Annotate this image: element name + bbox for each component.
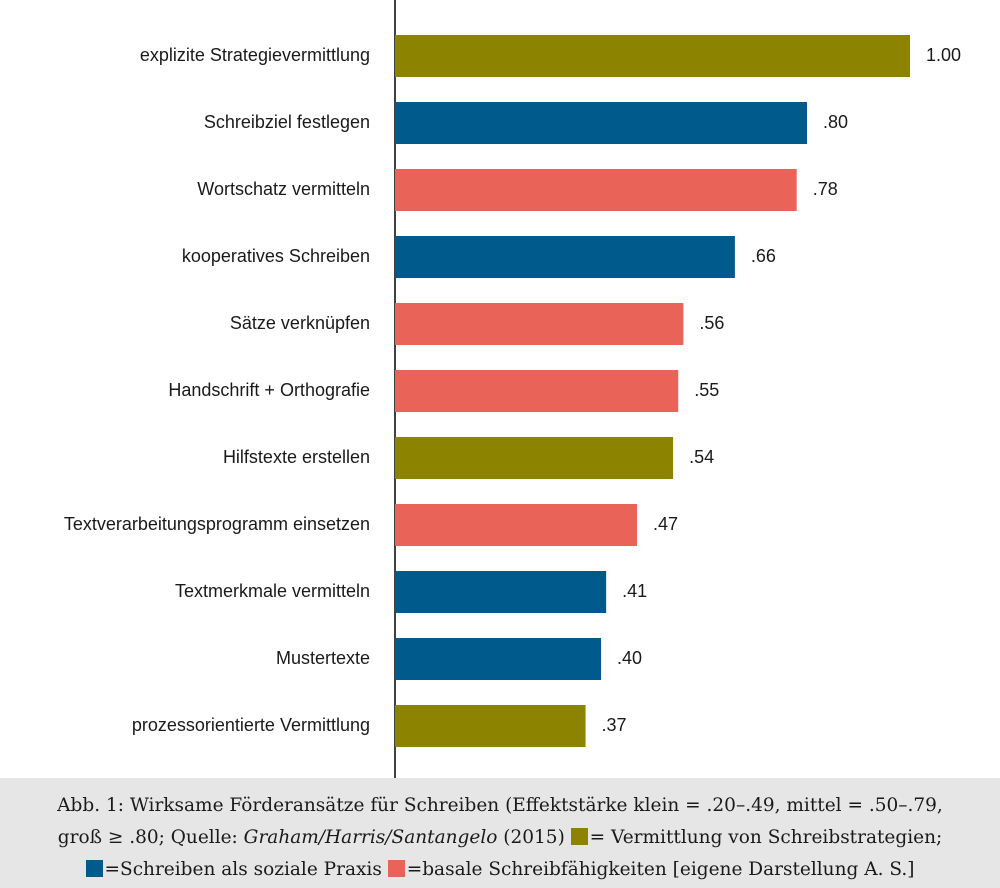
value-label: .41 [622,581,647,601]
legend-label-strategien: = Vermittlung von Schreibstrategien; [589,827,943,848]
bar [395,102,807,144]
bar [395,705,586,747]
legend-swatch-strategien [570,828,588,845]
legend-swatch-basal [387,860,405,877]
value-labels: 1.00 .80 .78 .66 .56 .55 .54 .47 .41 .40 .37 [602,45,961,735]
caption-source-prefix: groß ≥ .80; Quelle: [57,827,244,848]
value-label: .54 [689,447,714,467]
caption-line-3: =Schreiben als soziale Praxis =basale Sc… [18,854,982,886]
value-label: .40 [617,648,642,668]
value-label: .55 [694,380,719,400]
value-label: 1.00 [926,45,961,65]
value-label: .37 [602,715,627,735]
category-label: prozessorientierte Vermittlung [132,715,370,735]
figure-caption: Abb. 1: Wirksame Förderansätze für Schre… [0,778,1000,888]
bar [395,236,735,278]
legend-label-basal: =basale Schreibfähigkeiten [eigene Darst… [406,859,915,880]
legend-label-sozial: =Schreiben als soziale Praxis [104,859,388,880]
value-label: .80 [823,112,848,132]
bar [395,571,607,613]
category-labels: explizite Strategievermittlung Schreibzie… [64,45,370,735]
caption-authors: Graham/Harris/Santangelo [243,827,498,848]
category-label: Wortschatz vermitteln [197,179,370,199]
bars-group [395,35,910,747]
bar [395,169,797,211]
category-label: Mustertexte [276,648,370,668]
caption-line-1: Abb. 1: Wirksame Förderansätze für Schre… [57,795,943,816]
category-label: Textverarbeitungsprogramm einsetzen [64,514,370,534]
legend-swatch-sozial [85,860,103,877]
bar-chart: explizite Strategievermittlung Schreibzie… [64,0,961,778]
bar [395,437,674,479]
category-label: kooperatives Schreiben [182,246,370,266]
bar [395,638,601,680]
value-label: .78 [813,179,838,199]
category-label: Handschrift + Orthografie [168,380,370,400]
value-label: .56 [699,313,724,333]
category-label: Sätze verknüpfen [230,313,370,333]
bar [395,504,638,546]
bar [395,370,679,412]
category-label: Textmerkmale vermitteln [175,581,370,601]
caption-year: (2015) [497,827,571,848]
bar [395,303,684,345]
value-label: .66 [751,246,776,266]
category-label: Hilfstexte erstellen [223,447,370,467]
bar [395,35,910,77]
caption-line-2: groß ≥ .80; Quelle: Graham/Harris/Santan… [18,822,982,854]
category-label: Schreibziel festlegen [204,112,370,132]
value-label: .47 [653,514,678,534]
category-label: explizite Strategievermittlung [140,45,370,65]
